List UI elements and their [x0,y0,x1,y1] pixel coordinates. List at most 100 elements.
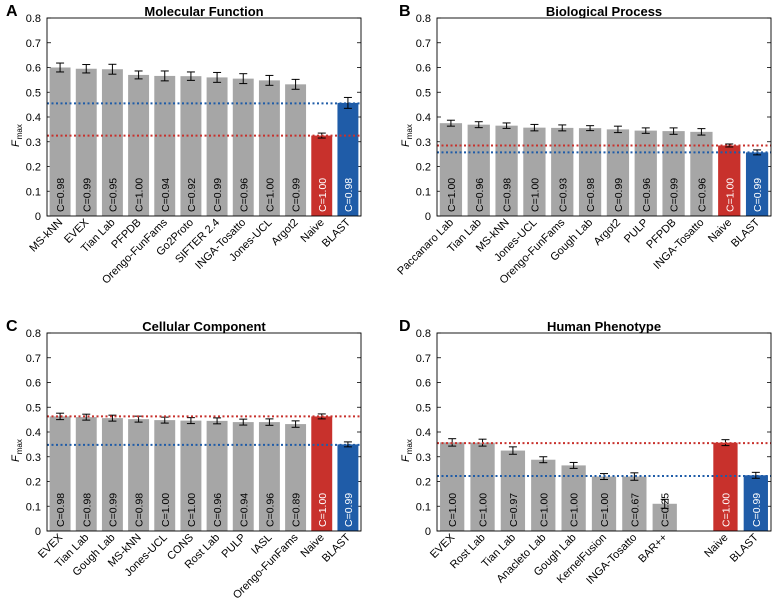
category-label: BAR++ [636,532,670,566]
category-label: Argot2 [269,217,300,248]
y-axis-label: Fmax [400,439,414,462]
y-tick-label: 0.4 [26,112,41,124]
panel-c: C Cellular Component 0 0.1 0.2 0.3 0.4 0.5 0.6 0.… [6,318,362,602]
y-tick-label: 0.3 [416,452,431,464]
coverage-label: C=1.00 [569,493,581,527]
bar [500,450,526,531]
y-tick-label: 0.2 [416,477,431,489]
category-label: Argot2 [592,217,623,248]
coverage-label: C=0.99 [291,178,303,212]
y-axis-label-sub: max [405,439,414,454]
y-axis-label-sub: max [15,124,24,139]
bar [206,77,228,217]
panel-b: B Biological Process 0 0.1 0.2 0.3 0.4 0.5 0.6 0.… [395,3,772,287]
coverage-label: C=1.00 [720,493,732,527]
coverage-label: C=1.00 [186,493,198,527]
bar [258,80,280,217]
bar [75,68,97,216]
coverage-label: C=0.96 [238,178,250,212]
coverage-label: C=0.92 [186,178,198,212]
bar [285,84,307,216]
panel-title: Molecular Function [144,4,263,19]
y-tick-label: 0.2 [26,162,41,174]
panel-letter: B [399,3,411,20]
bar [337,444,359,531]
coverage-label: C=0.99 [81,178,93,212]
bar [606,129,630,216]
bar [154,75,176,216]
y-tick-label: 0.6 [416,378,431,390]
coverage-label: C=0.98 [55,493,67,527]
bar [718,145,741,216]
coverage-label: C=1.00 [264,178,276,212]
y-tick-label: 0.8 [26,13,41,25]
coverage-label: C=0.96 [264,493,276,527]
bar [713,442,738,531]
coverage-label: C=0.99 [669,178,681,212]
bar [128,419,150,531]
coverage-label: C=0.94 [238,493,250,527]
y-axis-label-sub: max [15,439,24,454]
y-tick-label: 0.1 [26,186,41,198]
panel-title: Cellular Component [142,319,266,334]
y-tick-label: 0 [425,526,431,538]
y-tick-label: 0.8 [26,328,41,340]
coverage-label: C=0.25 [660,493,672,527]
coverage-label: C=1.00 [529,178,541,212]
bar [551,127,574,216]
panel-letter: C [6,318,18,335]
y-tick-label: 0 [35,526,41,538]
coverage-label: C=0.99 [752,178,764,212]
bar [745,152,769,216]
bar [622,476,647,531]
y-tick-label: 0.8 [416,328,431,340]
plot-frame [46,17,362,217]
coverage-label: C=0.99 [107,493,119,527]
bar [101,69,123,216]
bar [495,125,518,216]
bar [232,422,254,531]
category-label: Naive [702,532,730,560]
plot-frame [436,332,772,532]
y-tick-label: 0.7 [26,353,41,365]
bar [180,76,202,216]
category-label: BLAST [320,216,353,249]
plot-frame [46,332,362,532]
bar [531,459,556,531]
bar [578,128,602,216]
coverage-label: C=1.00 [317,493,329,527]
coverage-label: C=0.98 [81,493,93,527]
coverage-label: C=1.00 [478,493,490,527]
coverage-label: C=0.99 [212,178,224,212]
category-label: PULP [220,532,249,561]
coverage-label: C=1.00 [447,493,459,527]
bar [180,420,202,531]
bar [154,420,176,531]
category-label: BLAST [729,216,762,249]
y-tick-label: 0 [35,211,41,223]
coverage-label: C=0.98 [55,178,67,212]
bar [232,78,254,216]
y-axis-label-main: F [10,454,22,462]
coverage-label: C=0.95 [107,178,119,212]
coverage-label: C=0.96 [696,178,708,212]
y-axis-label-main: F [400,454,412,462]
category-label: BLAST [728,531,761,564]
category-label: BLAST [320,531,353,564]
bar [128,74,150,216]
coverage-label: C=1.00 [446,178,458,212]
y-tick-label: 0.1 [416,186,431,198]
category-label: INGA-Tosatto [651,217,706,272]
y-axis-label-main: F [10,139,22,147]
bar [440,442,465,531]
coverage-label: C=0.98 [585,178,597,212]
panel-letter: A [6,3,18,20]
y-tick-label: 0.6 [416,63,431,75]
y-tick-label: 0.4 [416,112,431,124]
panel-d: D Human Phenotype 0 0.1 0.2 0.3 0.4 0.5 0.6 0.7 0.… [399,318,772,587]
bar [690,131,713,216]
bar [101,418,123,531]
y-tick-label: 0.4 [416,427,431,439]
y-tick-label: 0.2 [26,477,41,489]
y-tick-label: 0.5 [416,402,431,414]
